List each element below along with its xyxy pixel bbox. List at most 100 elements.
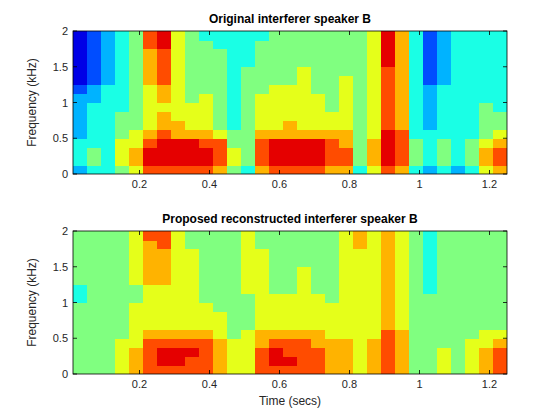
heat-cell — [353, 49, 368, 59]
heat-cell — [101, 31, 116, 41]
heat-cell — [171, 94, 186, 104]
heat-cell — [339, 285, 354, 295]
heat-cell — [409, 285, 424, 295]
heat-cell — [297, 320, 312, 330]
heat-cell — [199, 165, 214, 174]
heat-cell — [493, 40, 507, 50]
heat-cell — [255, 129, 270, 139]
y-tick-right — [503, 138, 507, 139]
heat-cell — [101, 49, 116, 59]
heat-cell — [269, 249, 284, 259]
heat-cell — [269, 240, 284, 250]
heat-cell — [479, 40, 494, 50]
heat-cell — [269, 311, 284, 321]
heat-cell — [199, 285, 214, 295]
heat-cell — [255, 338, 270, 348]
heat-cell — [381, 258, 396, 268]
x-tick — [279, 170, 280, 174]
heat-cell — [297, 120, 312, 130]
heat-cell — [241, 356, 256, 366]
heat-cell — [283, 94, 298, 104]
heat-cell — [115, 231, 130, 241]
heat-cell — [367, 294, 382, 304]
heat-cell — [185, 338, 200, 348]
heat-cell — [185, 231, 200, 241]
heat-cell — [297, 365, 312, 374]
heat-cell — [157, 49, 172, 59]
heat-cell — [241, 138, 256, 148]
heat-cell — [157, 40, 172, 50]
heat-cell — [381, 120, 396, 130]
heat-cell — [367, 329, 382, 339]
heat-cell — [437, 294, 452, 304]
heat-cell — [143, 365, 158, 374]
heat-cell — [143, 320, 158, 330]
y-axis-title: Frequency (kHz) — [25, 58, 39, 147]
heat-cell — [493, 129, 507, 139]
heat-cell — [465, 311, 480, 321]
y-tick — [73, 266, 77, 267]
heat-cell — [199, 31, 214, 41]
heat-cell — [381, 40, 396, 50]
heat-cell — [409, 249, 424, 259]
heat-cell — [437, 356, 452, 366]
heat-cell — [101, 40, 116, 50]
x-tick — [139, 170, 140, 174]
heat-cell — [283, 31, 298, 41]
heat-cell — [213, 76, 228, 86]
heat-cell — [311, 276, 326, 286]
y-tick-right — [503, 66, 507, 67]
heat-cell — [437, 276, 452, 286]
heat-cell — [381, 249, 396, 259]
heat-cell — [143, 156, 158, 166]
heat-cell — [157, 76, 172, 86]
heat-cell — [479, 31, 494, 41]
x-tick — [209, 170, 210, 174]
heat-cell — [87, 267, 102, 277]
heat-cell — [171, 303, 186, 313]
heat-cell — [479, 329, 494, 339]
y-tick-label: 2 — [62, 25, 68, 37]
heat-cell — [73, 338, 88, 348]
heat-cell — [171, 58, 186, 68]
heat-cell — [325, 356, 340, 366]
heat-cell — [101, 67, 116, 77]
x-axis-title: Time (secs) — [259, 394, 321, 408]
x-tick-label: 0.6 — [272, 178, 287, 190]
heat-cell — [185, 138, 200, 148]
heat-cell — [101, 347, 116, 357]
heat-cell — [283, 285, 298, 295]
heat-cell — [325, 58, 340, 68]
heat-cell — [409, 138, 424, 148]
x-tick-top — [489, 31, 490, 35]
heat-cell — [157, 320, 172, 330]
heat-cell — [101, 111, 116, 121]
heat-cell — [115, 329, 130, 339]
heat-cell — [423, 103, 438, 113]
heat-cell — [395, 356, 410, 366]
heat-cell — [465, 267, 480, 277]
heat-cell — [297, 165, 312, 174]
heat-cell — [87, 356, 102, 366]
heat-cell — [199, 67, 214, 77]
heat-cell — [241, 49, 256, 59]
heat-cell — [311, 111, 326, 121]
heat-cell — [269, 40, 284, 50]
heat-cell — [325, 267, 340, 277]
x-tick-top — [419, 31, 420, 35]
heat-cell — [157, 276, 172, 286]
heat-cell — [451, 240, 466, 250]
heat-cell — [479, 76, 494, 86]
heat-cell — [199, 111, 214, 121]
heat-cell — [115, 138, 130, 148]
x-tick-label: 1.2 — [482, 178, 497, 190]
heat-cell — [479, 240, 494, 250]
heat-cell — [451, 356, 466, 366]
heat-cell — [451, 276, 466, 286]
heat-cell — [367, 85, 382, 95]
heat-cell — [115, 156, 130, 166]
heat-cell — [199, 147, 214, 157]
heat-cell — [437, 249, 452, 259]
heat-cell — [143, 311, 158, 321]
heat-cell — [437, 365, 452, 374]
